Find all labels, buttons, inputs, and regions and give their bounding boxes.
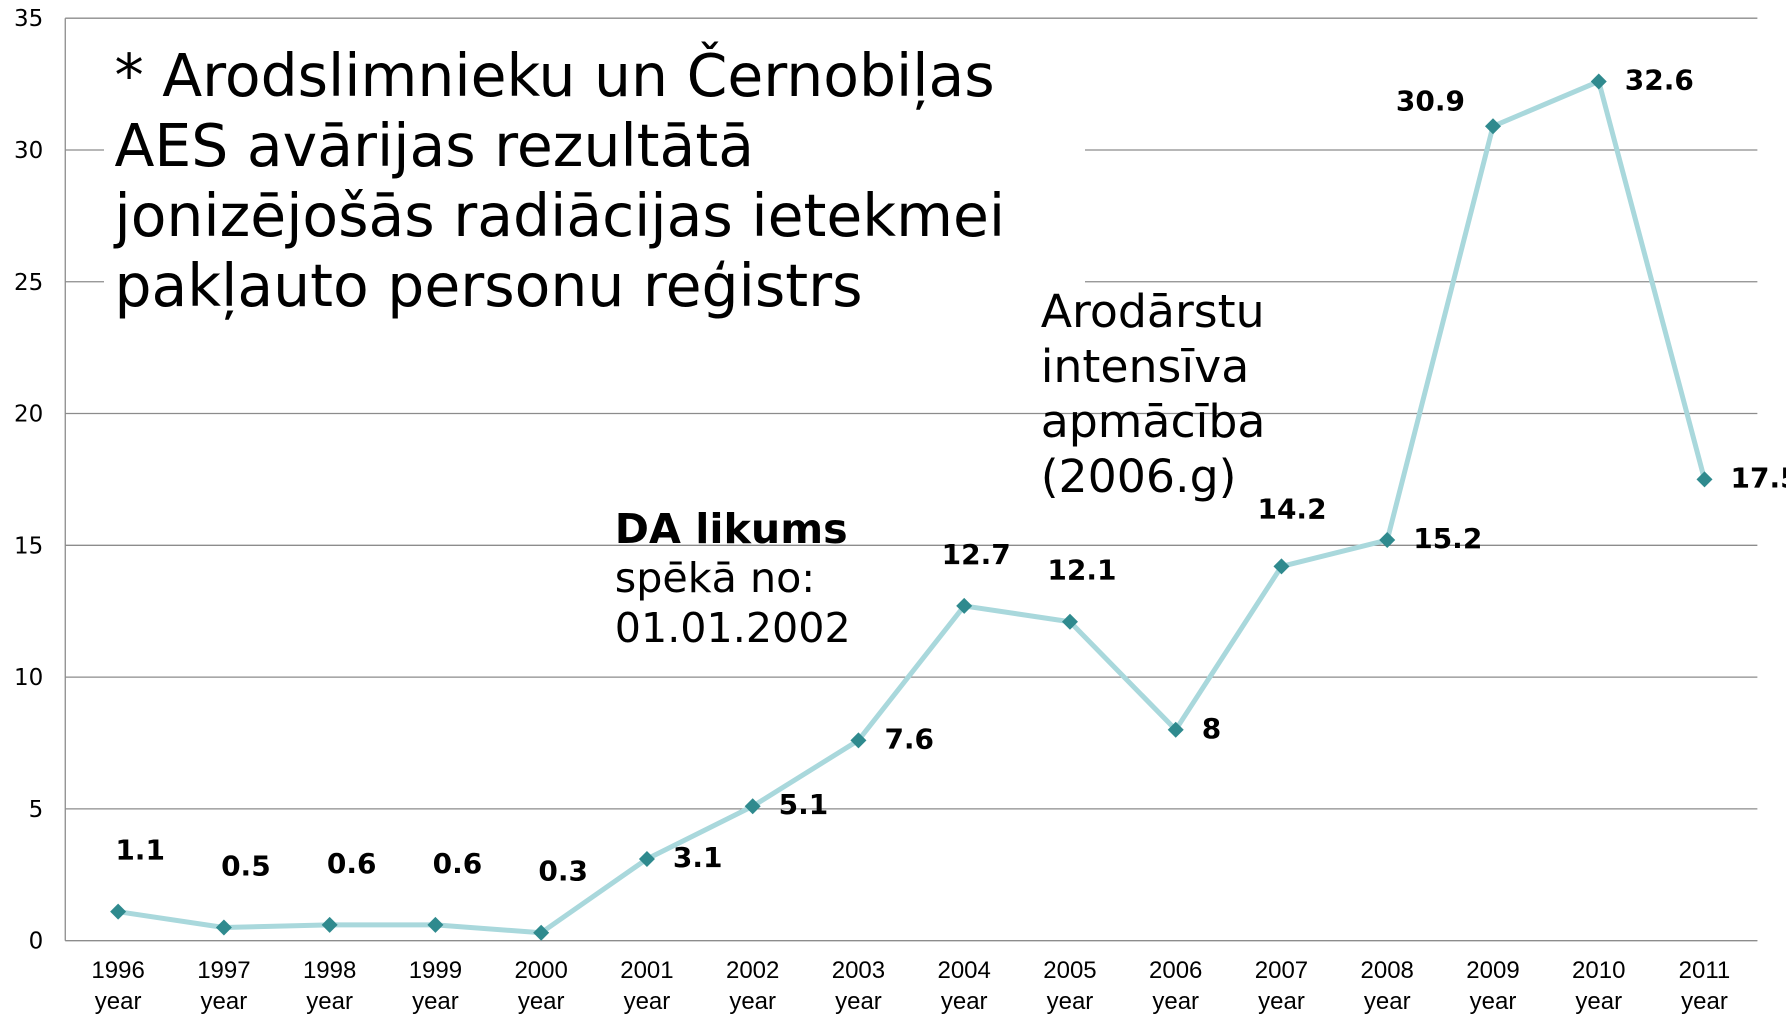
data-label: 12.1: [1047, 554, 1116, 587]
data-point: [1061, 613, 1078, 630]
annotation-line: 01.01.2002: [614, 603, 851, 652]
x-tick-label: 2003 year: [831, 956, 886, 1015]
annotation-line: * Arodslimnieku un Černobiļas: [114, 41, 995, 110]
y-tick-label: 25: [14, 270, 43, 296]
y-tick-label: 10: [14, 665, 43, 691]
x-tick-label: 2011 year: [1678, 956, 1731, 1015]
annotation-line: AES avārijas rezultātā: [114, 111, 754, 180]
data-point: [638, 850, 655, 867]
data-point: [744, 798, 761, 815]
data-point: [533, 924, 550, 941]
data-label: 30.9: [1396, 84, 1465, 117]
data-point: [1696, 471, 1713, 488]
x-tick-label: 2007 year: [1254, 956, 1309, 1015]
data-point: [1273, 558, 1290, 575]
data-label: 3.1: [673, 841, 723, 874]
annotation: DA likums spēkā no: 01.01.2002: [615, 505, 851, 653]
data-label: 5.1: [779, 788, 829, 821]
data-point: [956, 597, 973, 614]
x-tick-label: 2010 year: [1572, 956, 1626, 1015]
data-point: [215, 919, 232, 936]
data-point: [110, 903, 127, 920]
annotation: * Arodslimnieku un Černobiļas AES avārija…: [104, 20, 1086, 332]
annotation-line: intensīva: [1040, 339, 1250, 394]
x-tick-label: 2004 year: [937, 956, 991, 1015]
x-tick-label: 2001 year: [620, 956, 674, 1015]
annotation-line: Arodārstu: [1040, 284, 1265, 339]
data-label: 0.3: [538, 855, 588, 888]
data-line: [117, 78, 1707, 936]
annotation: Arodārstu intensīva apmācība (2006.g): [1041, 284, 1266, 504]
data-label: 32.6: [1625, 63, 1694, 96]
annotation-line: pakļauto personu reģistrs: [114, 252, 863, 321]
x-tick-label: 2006 year: [1149, 956, 1203, 1015]
x-tick-label: 2009 year: [1466, 956, 1520, 1015]
data-label: 17.5: [1730, 461, 1786, 494]
y-tick-label: 15: [14, 533, 43, 559]
data-label: 15.2: [1413, 522, 1482, 555]
data-label: 14.2: [1257, 492, 1326, 525]
data-point: [1167, 721, 1184, 738]
data-point: [1484, 118, 1501, 135]
y-tick-label: 35: [14, 6, 43, 32]
x-tick-label: 2000 year: [514, 956, 568, 1015]
data-label: 12.7: [942, 538, 1011, 571]
x-tick-label: 1999 year: [408, 956, 463, 1015]
data-label: 8: [1202, 712, 1221, 745]
annotation-line: jonizējošās radiācijas ietekmei: [114, 182, 1006, 251]
data-point: [1379, 532, 1396, 549]
data-point: [321, 916, 338, 933]
annotation-line: spēkā no:: [614, 554, 816, 603]
annotation-line: DA likums: [614, 505, 848, 554]
data-point: [427, 916, 444, 933]
x-tick-label: 1997 year: [197, 956, 251, 1015]
x-tick-label: 2008 year: [1360, 956, 1414, 1015]
y-tick-label: 0: [29, 929, 44, 955]
x-tick-label: 1998 year: [302, 956, 357, 1015]
x-tick-label: 2005 year: [1043, 956, 1097, 1015]
data-label: 7.6: [884, 722, 934, 755]
data-label: 0.5: [221, 849, 271, 882]
y-tick-label: 20: [14, 402, 43, 428]
x-tick-label: 2002 year: [725, 956, 780, 1015]
annotation-line: (2006.g): [1040, 449, 1237, 504]
data-point: [850, 732, 867, 749]
data-label: 1.1: [115, 834, 165, 867]
y-tick-label: 5: [29, 797, 44, 823]
data-label: 0.6: [433, 847, 483, 880]
data-point: [1590, 73, 1607, 90]
data-label: 0.6: [327, 847, 377, 880]
annotation-line: apmācība: [1040, 394, 1266, 449]
y-tick-label: 30: [14, 138, 43, 164]
x-tick-label: 1996 year: [91, 956, 145, 1015]
